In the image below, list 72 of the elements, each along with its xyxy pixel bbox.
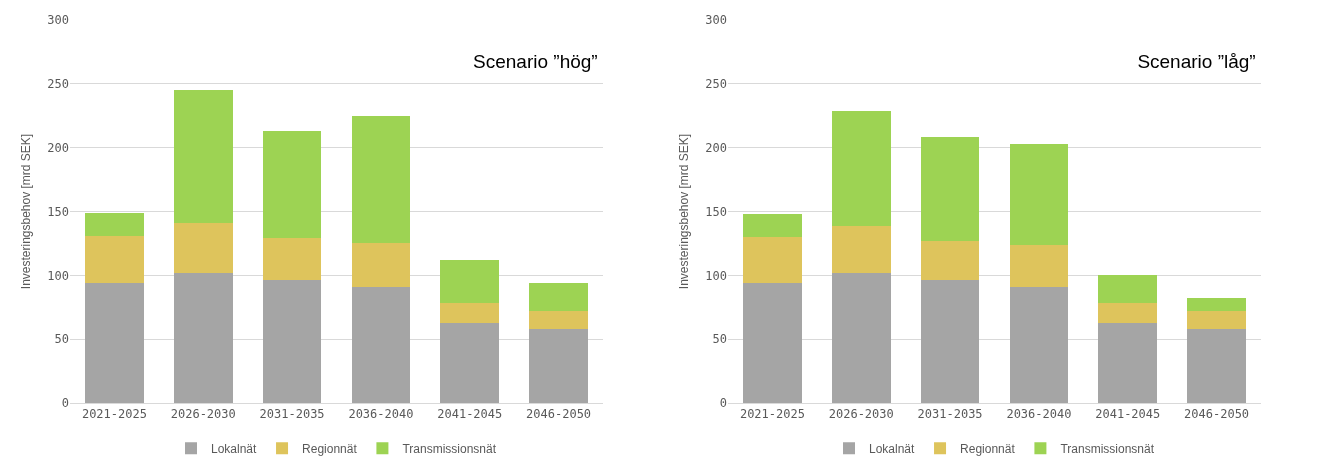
y-tick-label: 0 <box>719 396 727 411</box>
y-tick-label: 50 <box>712 332 727 347</box>
bar <box>1009 244 1069 287</box>
y-axis-title: Investeringsbehov [mrd SEK] <box>18 133 33 290</box>
bar <box>831 110 891 226</box>
y-axis-title: Investeringsbehov [mrd SEK] <box>676 133 691 290</box>
bar <box>1098 303 1158 323</box>
y-tick-label: 300 <box>47 13 69 28</box>
x-tick-label: 2036-2040 <box>348 407 414 422</box>
legend-label: Regionnät <box>302 441 358 456</box>
y-tick-label: 150 <box>705 204 727 219</box>
y-tick-label: 0 <box>61 396 69 411</box>
text: Scenario ”låg” <box>1137 51 1256 73</box>
x-tick-label: 2036-2040 <box>1006 407 1072 422</box>
legend-label: Transmissionsnät <box>402 441 497 456</box>
bar <box>351 115 411 244</box>
x-tick-label: 2041-2045 <box>437 407 503 422</box>
bar <box>1009 286 1069 403</box>
bar <box>920 280 980 403</box>
bar <box>920 137 980 241</box>
bar <box>85 282 144 403</box>
bar <box>529 282 588 312</box>
x-tick-label: 2031-2035 <box>259 407 325 422</box>
bar <box>1009 143 1069 245</box>
bar <box>1187 311 1246 329</box>
bar <box>529 328 588 403</box>
legend-label: Lokalnät <box>211 441 258 456</box>
bar <box>743 282 802 403</box>
y-tick-label: 100 <box>705 268 727 283</box>
bar <box>440 322 500 403</box>
bar <box>173 90 233 223</box>
x-tick-label: 2046-2050 <box>526 407 592 422</box>
bar <box>1098 322 1158 403</box>
y-tick-label: 100 <box>47 268 69 283</box>
text: Scenario ”hög” <box>473 51 598 73</box>
bar <box>351 243 411 287</box>
y-tick-label: 200 <box>705 140 727 155</box>
y-tick-label: 250 <box>705 77 727 92</box>
x-tick-label: 2026-2030 <box>170 407 236 422</box>
legend-label: Regionnät <box>960 441 1016 456</box>
bar <box>262 131 322 239</box>
bar <box>85 235 144 283</box>
bar <box>1098 275 1158 304</box>
bar <box>351 286 411 403</box>
x-tick-label: 2041-2045 <box>1095 407 1161 422</box>
bar <box>262 280 322 403</box>
bar <box>920 240 980 281</box>
y-tick-label: 250 <box>47 77 69 92</box>
legend-label: Lokalnät <box>869 441 916 456</box>
bar <box>85 212 144 236</box>
y-tick-label: 200 <box>47 140 69 155</box>
x-tick-label: 2026-2030 <box>828 407 894 422</box>
bar <box>743 237 802 283</box>
bar <box>440 260 500 304</box>
bar <box>831 225 891 273</box>
legend-label: Transmissionsnät <box>1060 441 1155 456</box>
x-tick-label: 2021-2025 <box>81 407 147 422</box>
y-tick-label: 150 <box>47 204 69 219</box>
x-tick-label: 2046-2050 <box>1184 407 1250 422</box>
x-tick-label: 2021-2025 <box>739 407 805 422</box>
y-tick-label: 50 <box>54 332 69 347</box>
bar <box>173 222 233 273</box>
bar <box>173 272 233 403</box>
bar <box>1187 298 1246 312</box>
bar <box>529 311 588 329</box>
bar <box>743 214 802 238</box>
bar <box>831 272 891 403</box>
bar <box>440 303 500 323</box>
bar <box>1187 328 1246 403</box>
y-tick-label: 300 <box>705 13 727 28</box>
bar <box>262 238 322 281</box>
x-tick-label: 2031-2035 <box>917 407 983 422</box>
